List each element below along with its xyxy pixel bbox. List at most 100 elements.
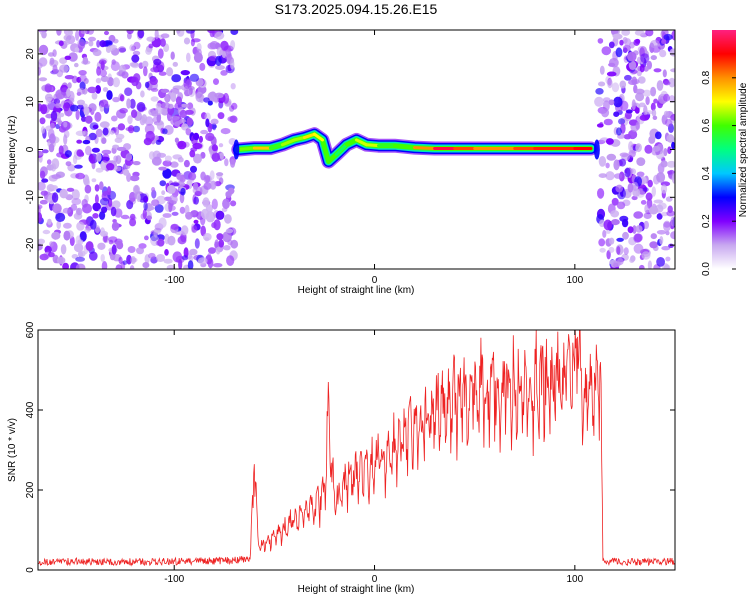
noise-blob	[118, 256, 123, 265]
noise-blob	[170, 51, 175, 60]
noise-blob	[637, 76, 646, 84]
noise-blob	[193, 153, 202, 164]
noise-blob	[79, 74, 87, 82]
noise-blob	[141, 114, 148, 124]
noise-blob	[670, 68, 675, 73]
noise-blob	[223, 245, 231, 251]
noise-blob	[38, 151, 44, 156]
noise-blob	[183, 85, 189, 97]
noise-blob	[46, 97, 52, 105]
noise-blob	[148, 151, 155, 160]
noise-blob	[656, 213, 663, 220]
y-tick-label: 600	[25, 321, 36, 338]
noise-blob	[632, 225, 637, 234]
noise-blob	[99, 197, 110, 206]
noise-blob	[215, 246, 221, 255]
noise-blob	[179, 206, 186, 214]
noise-blob	[76, 221, 85, 231]
noise-blob	[111, 115, 118, 122]
noise-blob	[146, 215, 152, 221]
noise-blob	[200, 208, 210, 220]
noise-blob	[216, 172, 224, 177]
y-tick-label: 200	[25, 481, 36, 498]
noise-blob	[154, 204, 164, 213]
noise-blob	[68, 52, 78, 62]
noise-blob	[102, 127, 109, 136]
noise-blob	[644, 144, 653, 154]
noise-blob	[122, 169, 130, 176]
noise-blob	[95, 85, 101, 94]
noise-blob	[65, 161, 72, 167]
noise-blob	[230, 200, 237, 207]
noise-blob	[610, 210, 620, 218]
noise-blob	[222, 92, 230, 104]
noise-blob	[112, 144, 120, 149]
noise-blob	[64, 150, 72, 158]
noise-blob	[186, 117, 193, 126]
noise-blob	[99, 211, 106, 220]
x-tick-label: 0	[372, 275, 378, 286]
noise-blob	[671, 30, 675, 41]
noise-blob	[38, 67, 41, 76]
noise-blob	[215, 55, 222, 66]
noise-blob	[209, 30, 215, 38]
noise-blob	[70, 203, 78, 211]
noise-blob	[653, 68, 662, 73]
noise-blob	[158, 217, 167, 228]
noise-blob	[214, 92, 224, 99]
noise-blob	[628, 60, 637, 70]
noise-blob	[142, 262, 150, 269]
noise-blob	[114, 126, 120, 136]
noise-blob	[75, 109, 80, 121]
snr-axes: -100 0 100 0 200 400 600	[25, 321, 675, 585]
x-tick-label: -100	[164, 574, 184, 585]
noise-blob	[629, 258, 635, 263]
colorbar-label: Normalized spectral amplitude	[738, 82, 749, 217]
noise-blob	[650, 102, 656, 112]
noise-blob	[191, 225, 198, 233]
noise-blob	[202, 233, 212, 241]
noise-blob	[83, 106, 90, 116]
noise-blob	[144, 235, 149, 241]
noise-blob	[168, 201, 173, 213]
noise-blob	[174, 230, 185, 235]
noise-blob	[38, 204, 43, 210]
noise-blob	[195, 91, 204, 103]
noise-blob	[644, 110, 654, 115]
noise-blob	[668, 77, 675, 88]
noise-blob	[188, 172, 197, 181]
noise-blob	[142, 208, 147, 220]
noise-blob	[635, 143, 642, 153]
noise-blob	[224, 214, 232, 224]
noise-blob	[215, 210, 225, 220]
noise-blob	[75, 235, 82, 246]
noise-blob	[189, 248, 198, 256]
noise-blob	[81, 116, 87, 122]
noise-blob	[210, 118, 219, 125]
noise-blob	[74, 47, 80, 53]
noise-blob	[651, 186, 656, 197]
noise-blob	[128, 125, 135, 134]
noise-blob	[104, 30, 109, 36]
noise-blob	[106, 90, 113, 101]
noise-blob	[129, 98, 136, 109]
noise-blob	[640, 200, 647, 205]
noise-blob	[166, 264, 176, 269]
noise-blob	[204, 112, 211, 122]
noise-blob	[158, 71, 167, 76]
noise-blob	[605, 171, 615, 181]
noise-blob	[621, 218, 629, 228]
noise-blob	[62, 207, 71, 214]
noise-blob	[105, 46, 112, 53]
noise-blob	[95, 77, 102, 84]
noise-blob	[218, 239, 225, 248]
colorbar-tick-label: 0.8	[701, 70, 712, 84]
y-tick-label: 10	[25, 96, 36, 108]
noise-blob	[136, 193, 141, 202]
noise-blob	[614, 173, 623, 179]
noise-blob	[663, 220, 671, 232]
noise-blob	[189, 73, 200, 82]
noise-blob	[51, 231, 61, 240]
noise-blob	[106, 186, 112, 196]
noise-blob	[110, 206, 117, 217]
